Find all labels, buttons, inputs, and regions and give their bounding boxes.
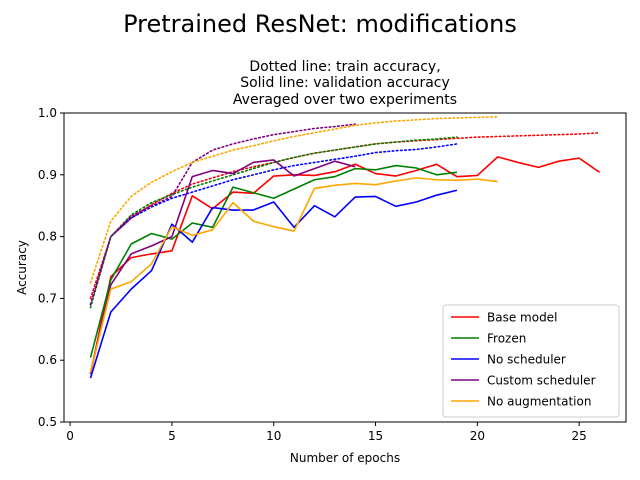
validation-line-custom-scheduler (89, 159, 356, 374)
x-tick-label: 5 (168, 429, 176, 443)
validation-line-no-augmentation (89, 177, 498, 373)
y-tick-label: 1.0 (38, 106, 57, 120)
legend-frame (442, 304, 620, 418)
y-axis-label: Accuracy (15, 240, 29, 295)
x-tick-label: 20 (470, 429, 485, 443)
train-line-base-model (89, 131, 601, 300)
x-axis: 0 5 10 15 20 25 (66, 422, 587, 443)
y-axis: 0.5 0.6 0.7 0.8 0.9 1.0 (38, 106, 64, 429)
chart-title: Pretrained ResNet: modifications (123, 10, 517, 38)
validation-line-base-model (89, 156, 600, 374)
legend-label-frozen: Frozen (487, 332, 526, 346)
validation-line-frozen (89, 164, 458, 358)
train-line-custom-scheduler (89, 123, 356, 306)
x-tick-label: 10 (266, 429, 281, 443)
x-tick-label: 0 (66, 429, 74, 443)
plot-frame (63, 112, 627, 423)
train-line-no-scheduler (89, 143, 458, 306)
legend-label-base-model: Base model (487, 311, 557, 325)
y-tick-label: 0.5 (38, 415, 57, 429)
y-tick-label: 0.7 (38, 291, 57, 305)
legend: Base model Frozen No scheduler Custom sched… (442, 304, 620, 418)
legend-label-no-scheduler: No scheduler (487, 353, 566, 367)
legend-label-custom-scheduler: Custom scheduler (487, 374, 596, 388)
x-axis-label: Number of epochs (290, 451, 400, 465)
x-tick-label: 15 (368, 429, 383, 443)
train-line-frozen (89, 136, 458, 309)
y-tick-label: 0.8 (38, 230, 57, 244)
validation-line-no-scheduler (89, 189, 458, 379)
series-layer (89, 115, 601, 379)
x-tick-label: 25 (572, 429, 587, 443)
y-tick-label: 0.9 (38, 168, 57, 182)
train-line-no-augmentation (89, 115, 499, 284)
legend-label-no-augmentation: No augmentation (487, 395, 591, 409)
chart-subtitle-line-1: Dotted line: train accuracy, (249, 59, 440, 75)
chart-subtitle-line-2: Solid line: validation accuracy (240, 75, 450, 91)
chart-subtitle-line-3: Averaged over two experiments (233, 92, 457, 108)
y-tick-label: 0.6 (38, 353, 57, 367)
